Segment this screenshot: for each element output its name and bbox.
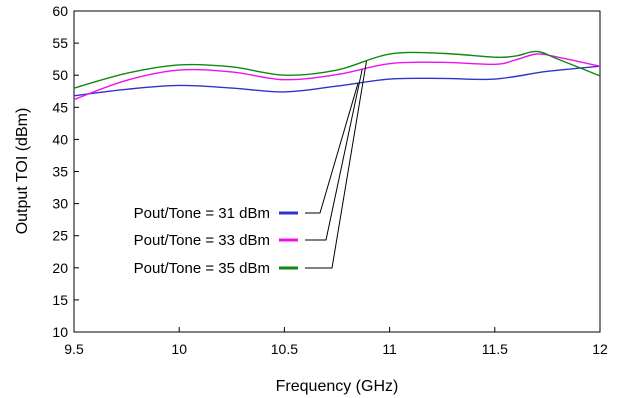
x-tick-label: 12 bbox=[592, 341, 608, 357]
series-line-2 bbox=[73, 53, 601, 101]
x-tick-label: 9.5 bbox=[64, 341, 84, 357]
y-tick-label: 40 bbox=[52, 131, 68, 147]
legend-label-1: Pout/Tone = 31 dBm bbox=[134, 205, 270, 222]
y-tick-label: 55 bbox=[52, 35, 68, 51]
x-tick-label: 11 bbox=[382, 341, 397, 357]
plot-area bbox=[73, 10, 601, 333]
y-tick-label: 25 bbox=[52, 228, 68, 244]
y-tick-label: 35 bbox=[52, 164, 68, 180]
x-tick-label: 10.5 bbox=[271, 341, 298, 357]
legend-leader-2 bbox=[305, 69, 363, 241]
y-tick-label: 50 bbox=[52, 67, 68, 83]
x-axis-label: Frequency (GHz) bbox=[276, 378, 399, 395]
y-tick-label: 60 bbox=[52, 3, 68, 19]
y-tick-label: 20 bbox=[52, 260, 68, 276]
legend-label-3: Pout/Tone = 35 dBm bbox=[134, 260, 270, 277]
x-tick-label: 11.5 bbox=[482, 341, 508, 357]
legend-label-2: Pout/Tone = 33 dBm bbox=[134, 232, 270, 249]
y-tick-label: 15 bbox=[52, 292, 68, 308]
y-axis-label: Output TOI (dBm) bbox=[14, 108, 31, 235]
x-tick-label: 10 bbox=[171, 341, 187, 357]
legend-leader-1 bbox=[305, 83, 359, 214]
legend-leader-3 bbox=[305, 61, 367, 269]
series-line-1 bbox=[73, 65, 601, 97]
y-tick-label: 10 bbox=[52, 324, 68, 340]
series-line-3 bbox=[73, 50, 601, 89]
y-tick-label: 45 bbox=[52, 99, 68, 115]
y-tick-label: 30 bbox=[52, 196, 68, 212]
